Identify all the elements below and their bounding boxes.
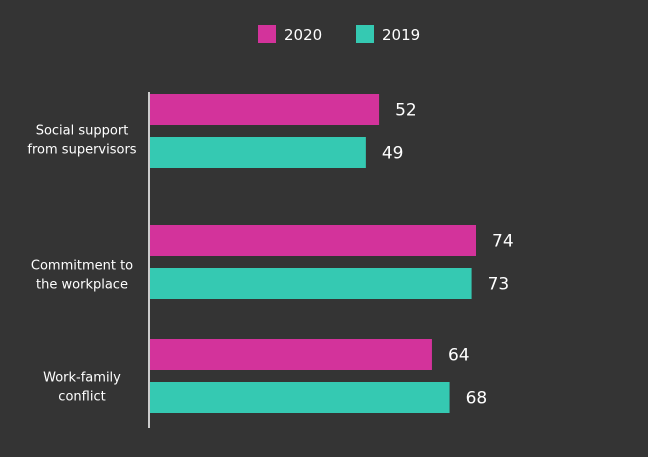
legend-swatch-2019 [356, 25, 374, 43]
bar-3-2020 [150, 339, 432, 370]
bar-2-2019 [150, 268, 472, 299]
bar-1-2019 [150, 137, 366, 168]
bar-1-2020 [150, 94, 380, 125]
value-label-2-2020: 74 [492, 232, 514, 252]
category-label-1-line-2: from supervisors [27, 143, 136, 158]
value-label-3-2019: 68 [466, 389, 488, 409]
category-label-2-line-1: Commitment to [31, 259, 133, 274]
bar-3-2019 [150, 382, 450, 413]
bar-2-2020 [150, 225, 476, 256]
value-label-1-2019: 49 [382, 144, 404, 164]
legend-label-2020: 2020 [284, 26, 322, 44]
legend-swatch-2020 [258, 25, 276, 43]
category-label-3-line-1: Work-family [43, 371, 121, 386]
legend-label-2019: 2019 [382, 26, 420, 44]
category-label-2-line-2: the workplace [36, 278, 128, 293]
value-label-2-2019: 73 [488, 275, 510, 295]
value-label-3-2020: 64 [448, 346, 470, 366]
category-label-1-line-1: Social support [36, 124, 129, 139]
value-label-1-2020: 52 [395, 101, 417, 121]
category-label-3-line-2: conflict [58, 390, 105, 405]
